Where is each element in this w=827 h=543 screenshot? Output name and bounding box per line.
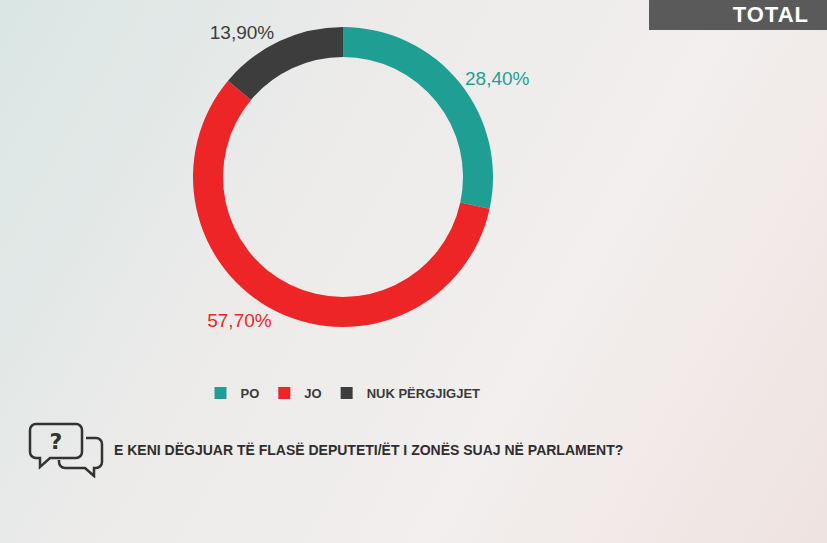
svg-text:E KENI DËGJUAR TË FLASË DEPUTE: E KENI DËGJUAR TË FLASË DEPUTETI/ËT I ZO… [114, 442, 623, 458]
svg-text:?: ? [50, 429, 63, 454]
svg-text:13,90%: 13,90% [210, 22, 275, 43]
svg-text:57,70%: 57,70% [207, 310, 272, 331]
svg-text:NUK PËRGJIGJET: NUK PËRGJIGJET [367, 386, 480, 401]
svg-text:28,40%: 28,40% [465, 68, 530, 89]
html-text:TOTAL: TOTAL [732, 2, 809, 27]
svg-text:JO: JO [304, 386, 321, 401]
svg-text:PO: PO [241, 386, 260, 401]
